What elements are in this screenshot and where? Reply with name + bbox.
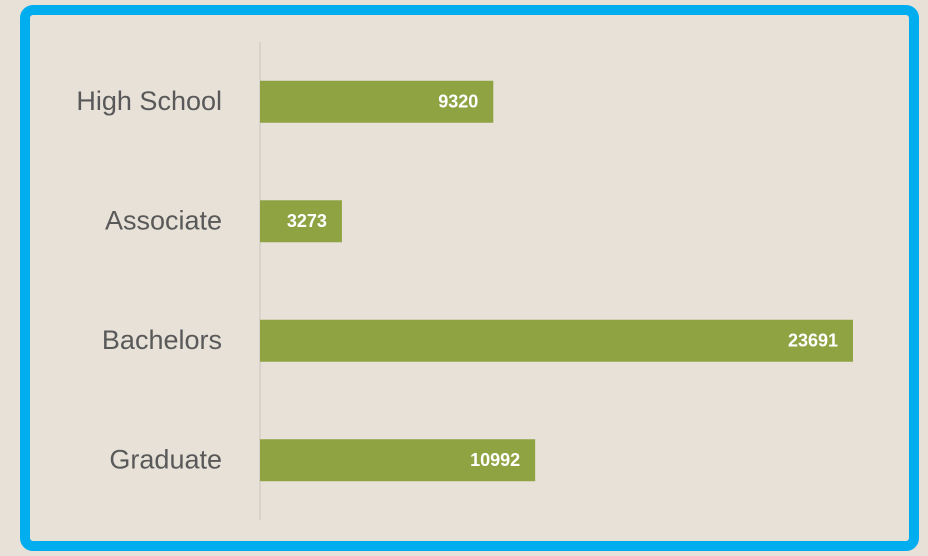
bar	[260, 200, 342, 243]
data-label: 3273	[287, 211, 327, 231]
category-label: Bachelors	[102, 325, 222, 355]
category-label: Graduate	[109, 444, 222, 474]
data-label: 10992	[470, 450, 520, 470]
bar	[260, 439, 536, 482]
category-label: High School	[76, 86, 222, 116]
category-label: Associate	[105, 205, 222, 235]
bar	[260, 319, 853, 362]
data-label: 9320	[438, 92, 478, 112]
data-label: 23691	[788, 331, 838, 351]
chart-frame	[20, 5, 919, 551]
bar	[260, 80, 494, 123]
